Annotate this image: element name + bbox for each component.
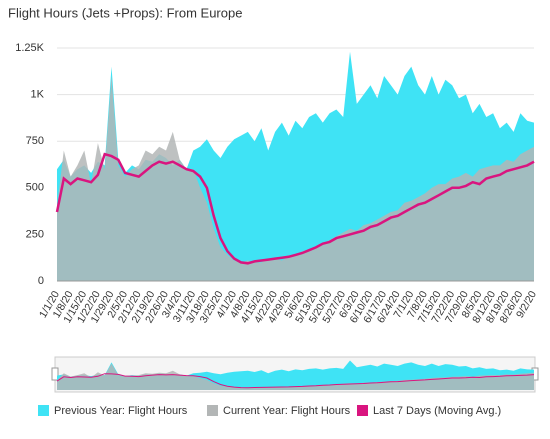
legend-label[interactable]: Last 7 Days (Moving Avg.) — [373, 405, 501, 417]
legend-swatch — [38, 405, 49, 416]
legend-label[interactable]: Current Year: Flight Hours — [223, 405, 351, 417]
y-tick-label: 500 — [26, 182, 44, 194]
navigator-handle[interactable] — [51, 367, 59, 381]
line — [55, 152, 535, 265]
chart-title: Flight Hours (Jets +Props): From Europe — [8, 5, 242, 20]
navigator-area — [57, 363, 534, 390]
y-tick-label: 750 — [26, 135, 44, 147]
area — [57, 76, 534, 281]
legend-swatch — [207, 405, 218, 416]
y-tick-label: 1K — [31, 89, 45, 101]
y-tick-label: 1.25K — [15, 42, 44, 54]
legend-swatch — [357, 405, 368, 416]
y-tick-label: 250 — [26, 228, 44, 240]
legend-label[interactable]: Previous Year: Flight Hours — [54, 405, 188, 417]
navigator-line — [56, 373, 535, 389]
y-tick-label: 0 — [38, 275, 44, 287]
